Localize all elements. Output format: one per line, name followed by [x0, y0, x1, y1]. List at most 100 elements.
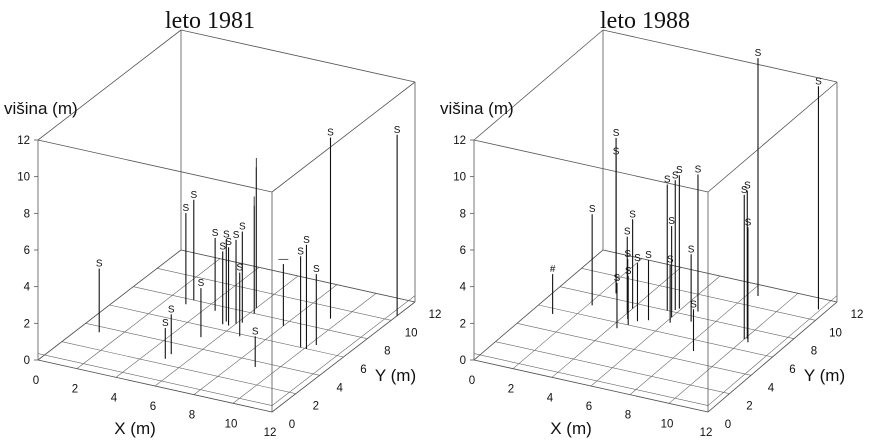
z-tick-label: 0 — [460, 355, 466, 367]
point-marker: S — [327, 128, 334, 139]
point-marker: S — [690, 299, 697, 310]
floor-grid-line-y — [133, 286, 368, 339]
z-tick-label: 4 — [24, 282, 31, 294]
z-axis-label: višina (m) — [4, 99, 78, 118]
panel-1981: leto 1981 0 2 4 6 8 10 12 višina (m) 0 2 4 6 8 10 12 X (… — [4, 8, 441, 439]
point-marker: S — [625, 266, 632, 277]
x-tick-label: 12 — [264, 427, 277, 439]
point-marker: S — [303, 235, 310, 246]
point-marker: S — [629, 209, 636, 220]
box-edge — [473, 29, 604, 141]
x-tick-label: 10 — [225, 418, 238, 430]
point-marker: S — [755, 48, 762, 59]
point-marker: S — [668, 216, 675, 227]
z-tick-label: 8 — [24, 208, 30, 220]
point-marker: S — [183, 203, 190, 214]
z-tick-label: 4 — [460, 282, 467, 294]
box-edge — [180, 249, 416, 303]
box-edge — [37, 29, 182, 141]
y-tick-label: 2 — [313, 401, 319, 413]
x-tick-label: 0 — [33, 375, 39, 387]
x-tick-label: 2 — [508, 384, 514, 396]
floor-grid-line-y — [495, 341, 730, 394]
x-tick-label: 0 — [469, 375, 475, 387]
point-marker: S — [745, 217, 752, 228]
point-marker: S — [624, 249, 631, 260]
z-tick-label: 12 — [453, 135, 466, 147]
y-tick-label: 8 — [384, 346, 390, 358]
x-tick-label: 6 — [150, 401, 156, 413]
chart-title: leto 1981 — [165, 8, 255, 34]
point-marker: S — [695, 165, 702, 176]
point-marker: S — [223, 230, 230, 241]
point-marker: S — [624, 227, 631, 238]
point-marker: S — [634, 253, 641, 264]
box-edge — [271, 301, 416, 413]
x-axis-label: X (m) — [550, 419, 592, 438]
point-marker: S — [744, 181, 751, 192]
y-tick-label: 2 — [746, 401, 752, 413]
point-marker: S — [252, 326, 259, 337]
y-tick-label: 0 — [289, 419, 295, 431]
z-tick-label: 0 — [24, 355, 30, 367]
box-edge — [37, 139, 273, 193]
floor-grid-line-y — [85, 323, 320, 376]
point-marker: S — [667, 255, 674, 266]
z-tick-label: 6 — [24, 245, 30, 257]
y-tick-label: 12 — [851, 309, 864, 321]
point-marker: S — [741, 185, 748, 196]
floor-grid-line-y — [157, 268, 392, 321]
x-tick-label: 6 — [586, 401, 592, 413]
x-tick-label: 2 — [72, 384, 78, 396]
y-tick-label: 6 — [789, 364, 795, 376]
floor-edge — [707, 295, 838, 406]
point-marker: S — [394, 125, 401, 136]
y-tick-label: 4 — [336, 382, 343, 394]
point-marker: S — [212, 228, 219, 239]
point-marker: S — [589, 204, 596, 215]
y-axis-label: Y (m) — [804, 366, 845, 385]
y-tick-label: 8 — [811, 346, 817, 358]
point-marker: S — [664, 175, 671, 186]
z-tick-label: 10 — [17, 172, 30, 184]
x-tick-label: 10 — [661, 418, 674, 430]
floor-edge — [37, 353, 273, 406]
point-marker: S — [225, 237, 232, 248]
point-marker: S — [190, 190, 197, 201]
point-marker: | — [255, 157, 258, 168]
box-edge — [473, 359, 709, 413]
y-tick-label: 10 — [405, 327, 418, 339]
y-tick-label: 6 — [360, 364, 366, 376]
box-edge — [271, 81, 416, 193]
z-tick-label: 2 — [460, 318, 466, 330]
point-marker: — — [278, 254, 288, 265]
box-edge — [602, 29, 838, 83]
y-tick-label: 12 — [429, 309, 442, 321]
x-tick-label: 8 — [189, 410, 195, 422]
floor-grid-line-y — [538, 304, 773, 358]
box-edge — [180, 29, 416, 83]
x-axis-label: X (m) — [114, 419, 156, 438]
point-marker: S — [198, 278, 205, 289]
floor-grid-line-y — [559, 286, 795, 339]
point-marker: | — [253, 196, 256, 207]
box-edge — [707, 81, 838, 193]
point-marker: S — [672, 170, 679, 181]
box-edge — [707, 301, 838, 413]
floor-edge — [271, 295, 416, 406]
y-tick-label: 0 — [725, 419, 731, 431]
z-tick-label: 6 — [460, 245, 466, 257]
x-tick-label: 12 — [700, 427, 713, 439]
box-edge — [37, 359, 273, 413]
z-tick-label: 12 — [17, 135, 30, 147]
x-tick-label: 4 — [547, 392, 554, 404]
panel-1988: leto 1988 0 2 4 6 8 10 12 višina (m) 0 2 4 6 8 10 12 X (… — [440, 8, 863, 439]
point-marker: S — [219, 241, 226, 252]
box-edge — [473, 139, 709, 193]
point-marker: S — [815, 76, 822, 87]
y-axis-label: Y (m) — [375, 366, 416, 385]
point-marker: S — [236, 263, 243, 274]
box-edge — [37, 249, 182, 361]
box-edge — [473, 249, 604, 361]
z-tick-label: 2 — [24, 318, 30, 330]
